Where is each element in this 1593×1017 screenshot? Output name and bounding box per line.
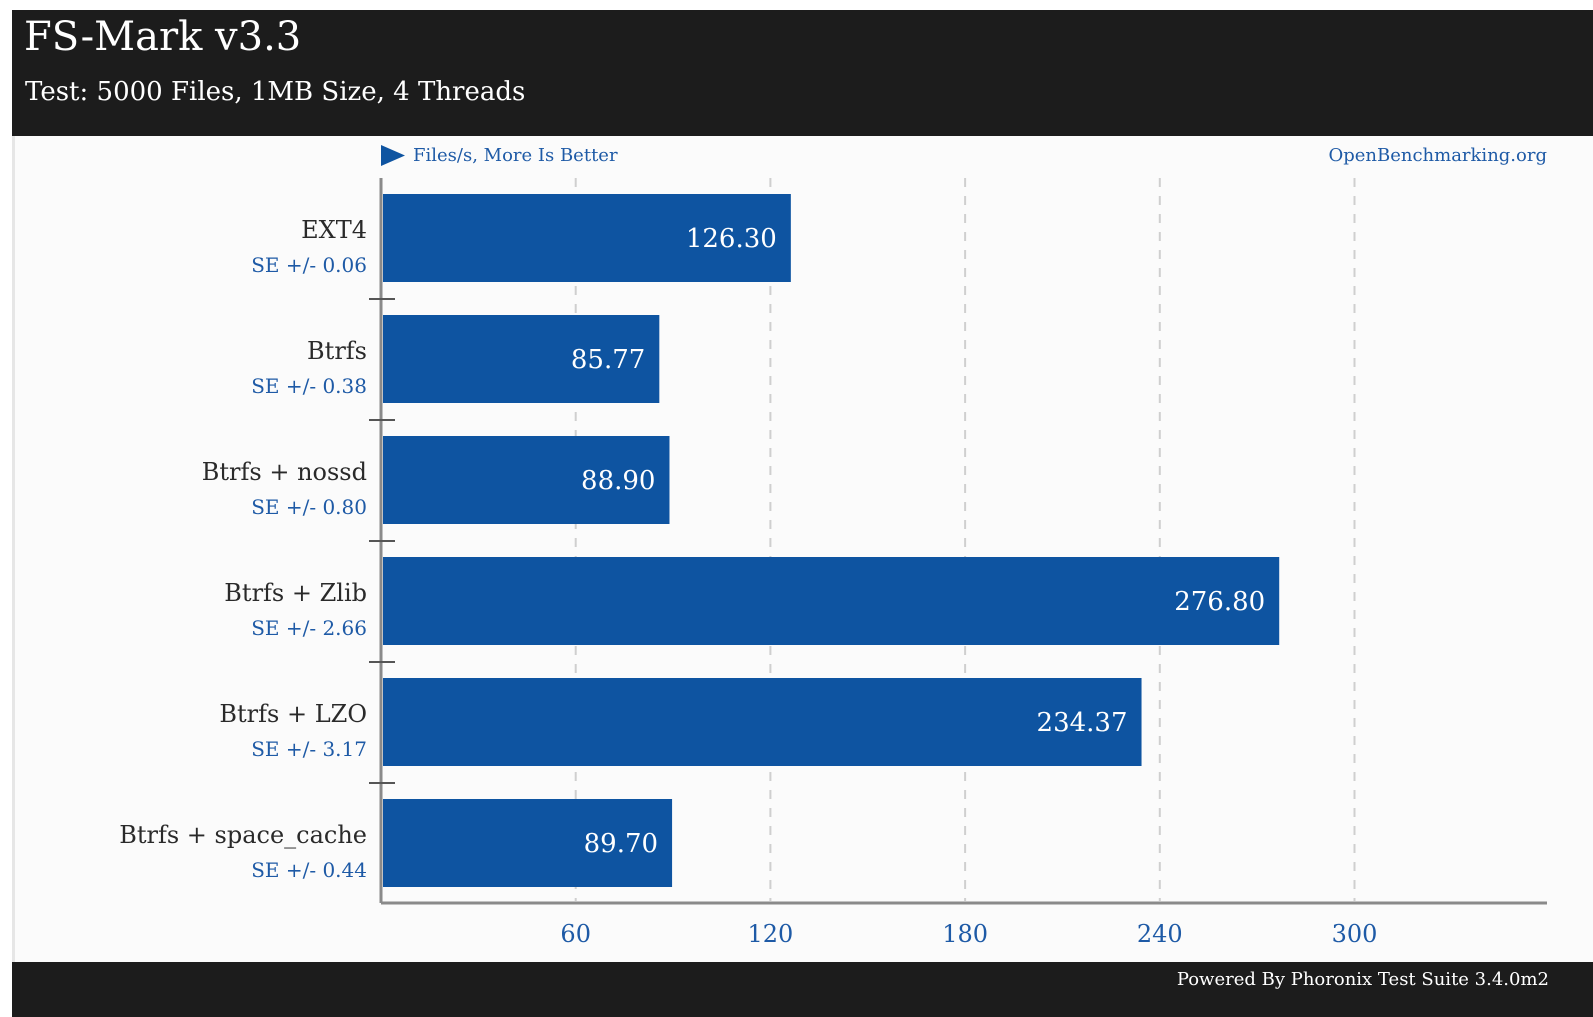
chart-frame [12, 10, 1593, 1017]
x-tick-label: 60 [560, 920, 591, 948]
se-label: SE +/- 2.66 [251, 616, 367, 640]
bar [383, 194, 791, 282]
bar-value-label: 88.90 [581, 466, 655, 496]
bar [383, 436, 670, 524]
chart-header [12, 10, 1593, 136]
chart-footer [12, 962, 1593, 1017]
bar [383, 315, 660, 403]
category-label: Btrfs + nossd [202, 458, 367, 486]
se-label: SE +/- 0.06 [251, 253, 367, 277]
se-label: SE +/- 3.17 [251, 737, 367, 761]
bar-value-label: 89.70 [584, 829, 658, 859]
bar [383, 799, 673, 887]
play-icon [381, 145, 405, 166]
x-tick-label: 240 [1137, 920, 1183, 948]
x-tick-label: 300 [1332, 920, 1378, 948]
chart-title: FS-Mark v3.3 [24, 14, 302, 60]
watermark: OpenBenchmarking.org [1328, 145, 1547, 166]
bar [383, 678, 1142, 766]
x-tick-label: 120 [747, 920, 793, 948]
se-label: SE +/- 0.38 [251, 374, 367, 398]
x-tick-label: 180 [942, 920, 988, 948]
se-label: SE +/- 0.44 [251, 858, 367, 882]
category-label: Btrfs + Zlib [224, 579, 367, 607]
frame-edge [12, 136, 15, 962]
bar-value-label: 276.80 [1174, 587, 1265, 617]
bar [383, 557, 1280, 645]
category-label: Btrfs + space_cache [119, 821, 367, 849]
bar-value-label: 126.30 [686, 224, 777, 254]
se-label: SE +/- 0.80 [251, 495, 367, 519]
chart-subtitle: Test: 5000 Files, 1MB Size, 4 Threads [25, 77, 526, 107]
bar-value-label: 234.37 [1037, 708, 1128, 738]
bar-value-label: 85.77 [571, 345, 645, 375]
category-label: Btrfs [307, 337, 367, 365]
unit-note: Files/s, More Is Better [413, 145, 618, 166]
category-label: EXT4 [301, 216, 367, 244]
category-label: Btrfs + LZO [219, 700, 367, 728]
footer-credit: Powered By Phoronix Test Suite 3.4.0m2 [1176, 969, 1549, 990]
